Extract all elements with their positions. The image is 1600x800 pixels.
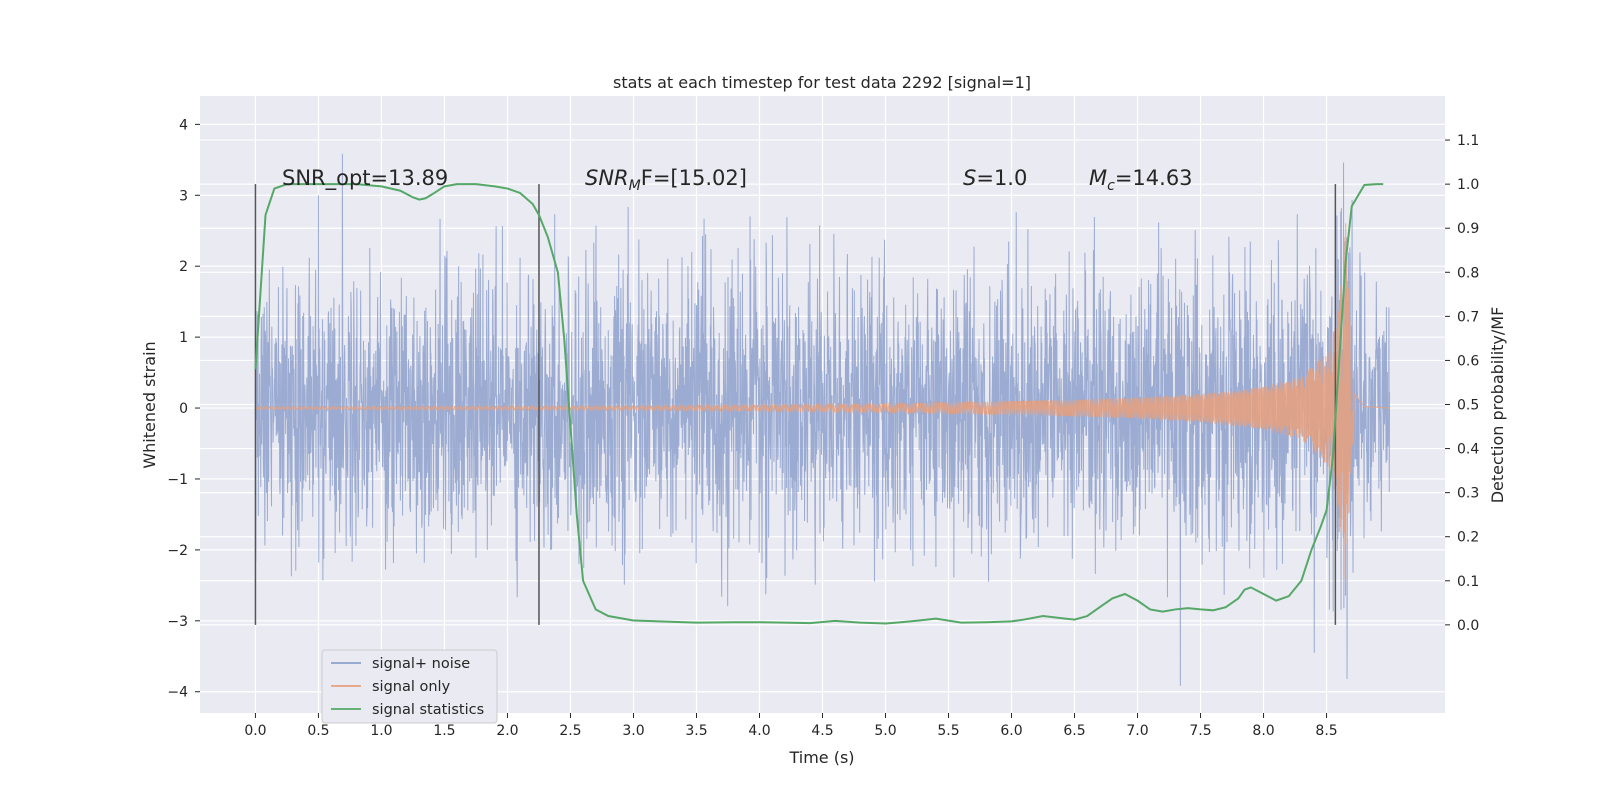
y-tick-label-right: 0.1 (1457, 574, 1479, 590)
y-tick-label-left: −1 (167, 472, 188, 488)
legend-label-signal-noise: signal+ noise (372, 656, 470, 672)
x-tick-label: 7.5 (1189, 723, 1211, 739)
x-tick-label: 5.5 (937, 723, 959, 739)
y-tick-label-right: 0.4 (1457, 442, 1479, 458)
y-tick-label-left: 4 (179, 117, 188, 133)
y-tick-label-left: 2 (179, 259, 188, 275)
y-tick-label-right: 0.3 (1457, 486, 1479, 502)
y-tick-label-left: −4 (167, 685, 188, 701)
series-signal-statistics (254, 183, 1384, 625)
x-tick-label: 5.0 (874, 723, 896, 739)
x-tick-label: 8.0 (1252, 723, 1274, 739)
y-ticks-left: −4 −3 −2 −1 0 1 2 3 4 (167, 117, 200, 701)
x-ticks: 0.0 0.5 1.0 1.5 2.0 2.5 3.0 3.5 4.0 4.5 5.0 5.5 6.0 6… (244, 713, 1338, 739)
x-tick-label: 8.5 (1315, 723, 1337, 739)
legend-label-signal-statistics: signal statistics (372, 702, 484, 718)
annotation-mc-label: M (1089, 166, 1107, 190)
x-tick-label: 2.5 (559, 723, 581, 739)
legend: signal+ noise signal only signal statist… (321, 649, 498, 724)
x-tick-label: 0.0 (244, 723, 266, 739)
x-axis-label: Time (s) (788, 748, 854, 767)
y-tick-label-right: 0.6 (1457, 353, 1479, 369)
y-tick-label-right: 0.2 (1457, 530, 1479, 546)
x-tick-label: 4.5 (811, 723, 833, 739)
y-ticks-right: 0.0 0.1 0.2 0.3 0.4 0.5 0.6 0.7 0.8 0.9 1.0 1.1 (1445, 133, 1479, 634)
chart-title: stats at each timestep for test data 229… (613, 73, 1031, 92)
annotation-mc-value: =14.63 (1115, 166, 1193, 190)
y-tick-label-left: −3 (167, 614, 188, 630)
annotation-snr-mf-sub: M (629, 178, 641, 194)
annotation-s-label: S (963, 166, 976, 190)
y-tick-label-left: 3 (179, 188, 188, 204)
annotation-snr-mf-post: F=[15.02] (641, 166, 747, 190)
annotation-snr-mf-pre: SNR (585, 166, 629, 190)
x-tick-label: 6.0 (1000, 723, 1022, 739)
y-tick-label-right: 0.5 (1457, 398, 1479, 414)
annotation-mc: Mc=14.63 (1089, 166, 1193, 194)
y-tick-label-right: 0.7 (1457, 309, 1479, 325)
x-tick-label: 3.0 (622, 723, 644, 739)
y-axis-label-left: Whitened strain (140, 341, 159, 468)
y-tick-label-right: 1.1 (1457, 133, 1479, 149)
annotation-s: S=1.0 (963, 166, 1027, 190)
x-tick-label: 1.0 (370, 723, 392, 739)
y-tick-label-left: 0 (179, 401, 188, 417)
annotation-snr-opt: SNR_opt=13.89 (282, 166, 448, 191)
x-tick-label: 1.5 (433, 723, 455, 739)
x-tick-label: 2.0 (496, 723, 518, 739)
y-axis-label-right: Detection probability/MF (1488, 307, 1507, 504)
x-tick-label: 3.5 (685, 723, 707, 739)
annotation-mc-sub: c (1107, 178, 1115, 194)
y-tick-label-right: 0.9 (1457, 221, 1479, 237)
annotation-s-value: =1.0 (976, 166, 1027, 190)
series-signal-only (255, 223, 1390, 586)
x-tick-label: 7.0 (1126, 723, 1148, 739)
legend-label-signal-only: signal only (372, 679, 451, 695)
y-tick-label-left: 1 (179, 330, 188, 346)
x-tick-label: 6.5 (1063, 723, 1085, 739)
x-tick-label: 0.5 (307, 723, 329, 739)
y-tick-label-right: 0.0 (1457, 618, 1479, 634)
y-tick-label-left: −2 (167, 543, 188, 559)
x-tick-label: 4.0 (748, 723, 770, 739)
annotation-snr-mf: SNRMF=[15.02] (585, 166, 747, 194)
y-tick-label-right: 0.8 (1457, 265, 1479, 281)
legend-box (321, 649, 498, 724)
y-tick-label-right: 1.0 (1457, 177, 1479, 193)
